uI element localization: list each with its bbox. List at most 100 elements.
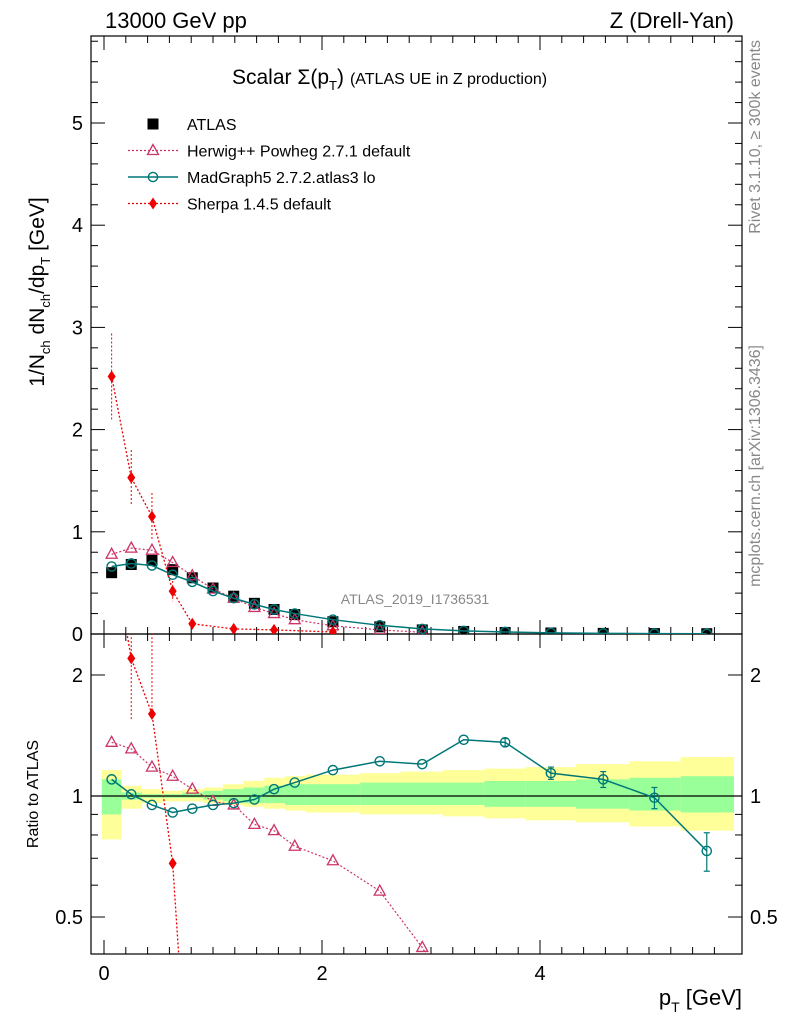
ratio-point-madgraph [167, 807, 178, 818]
x-axis-label: pT [GeV] [659, 985, 742, 1015]
upper-point-atlas [648, 628, 660, 634]
band-inner-bin [222, 789, 244, 802]
upper-point-atlas [327, 616, 339, 628]
upper-point-madgraph [228, 592, 240, 604]
upper-point-madgraph [597, 628, 609, 634]
lower-plot-frame [90, 633, 743, 955]
legend: ATLAS Herwig++ Powheg 2.7.1 default MadGra… [128, 117, 411, 214]
ratio-point-herwig [105, 734, 119, 747]
ratio-y-tick-label-right: 0.5 [750, 907, 778, 929]
ratio-y-tick-label: 1 [72, 786, 83, 808]
legend-marker-herwig [146, 143, 160, 156]
y-tick-label: 0 [72, 624, 83, 646]
upper-point-herwig [288, 612, 302, 625]
upper-point-madgraph [545, 627, 557, 634]
ratio-point-herwig [166, 768, 180, 781]
ratio-point-madgraph [545, 767, 557, 779]
y-tick-label: 2 [72, 420, 83, 442]
ratio-point-madgraph [416, 758, 428, 770]
y-tick-label: 3 [72, 317, 83, 339]
band-inner-bin [360, 782, 401, 805]
legend-label-atlas: ATLAS [187, 117, 237, 134]
ratio-y-tick-label-right: 1 [750, 786, 761, 808]
ratio-point-sherpa [168, 857, 177, 870]
axis-ticks: 0 2 4 0 1 2 3 4 5 0.5 0.5 1 1 2 2 [55, 36, 778, 985]
upper-point-sherpa [328, 625, 337, 634]
upper-line-madgraph [111, 562, 707, 634]
upper-point-atlas [248, 597, 260, 609]
ratio-point-madgraph [701, 845, 713, 857]
upper-point-madgraph [416, 623, 428, 634]
upper-point-herwig [166, 555, 180, 568]
upper-point-madgraph [458, 625, 469, 634]
upper-point-madgraph [186, 576, 198, 588]
band-inner-bin [680, 776, 735, 813]
y-tick-label: 5 [72, 113, 83, 135]
side-caption-bottom: mcplots.cern.ch [arXiv:1306.3436] [747, 345, 764, 587]
ratio-point-herwig [373, 883, 387, 896]
upper-point-madgraph [106, 561, 117, 572]
header-right: Z (Drell-Yan) [610, 8, 734, 33]
ratio-point-madgraph [458, 734, 470, 746]
band-inner-bin [525, 780, 576, 807]
y-tick-label: 1 [72, 522, 83, 544]
band-inner-bin [484, 780, 526, 807]
mc-uncertainty-band [91, 757, 742, 840]
upper-point-atlas [597, 627, 609, 634]
ratio-point-madgraph [146, 799, 158, 811]
ratio-y-tick-label: 0.5 [55, 907, 83, 929]
ratio-point-herwig [326, 853, 340, 866]
band-inner-bin [101, 779, 122, 815]
ratio-point-madgraph [106, 774, 117, 785]
upper-point-atlas [545, 627, 557, 634]
band-inner-bin [182, 792, 204, 798]
upper-point-sherpa [229, 622, 238, 634]
plot-title: Scalar Σ(pT) (ATLAS UE in Z production) [232, 66, 547, 93]
upper-point-madgraph [499, 626, 511, 634]
ratio-point-herwig [247, 817, 262, 830]
upper-point-sherpa [127, 471, 136, 484]
upper-point-madgraph [327, 614, 339, 625]
upper-point-sherpa [107, 370, 116, 383]
ratio-point-herwig [145, 759, 159, 772]
x-tick-label: 0 [98, 963, 109, 985]
band-inner-bin [442, 782, 485, 805]
upper-point-madgraph [167, 569, 178, 581]
legend-label-sherpa: Sherpa 1.4.5 default [187, 197, 332, 214]
ratio-series-group [105, 634, 713, 954]
ratio-point-madgraph [125, 788, 137, 800]
upper-point-atlas [106, 567, 118, 579]
ratio-point-madgraph [186, 803, 198, 814]
ratio-point-madgraph [289, 777, 301, 788]
legend-marker-madgraph [147, 171, 159, 183]
ratio-y-axis-label: Ratio to ATLAS [25, 740, 42, 848]
upper-point-sherpa [147, 510, 156, 523]
ratio-point-madgraph [207, 799, 219, 811]
upper-point-sherpa [188, 617, 197, 630]
upper-point-herwig [185, 568, 199, 581]
legend-label-madgraph: MadGraph5 2.7.2.atlas3 lo [187, 170, 376, 187]
ratio-point-madgraph [249, 794, 260, 805]
series-layer [105, 333, 713, 954]
upper-point-madgraph [649, 628, 660, 634]
ratio-point-herwig [124, 741, 138, 754]
ratio-point-madgraph [327, 764, 339, 776]
header-left: 13000 GeV pp [105, 8, 247, 33]
ratio-point-herwig [288, 838, 302, 851]
upper-point-atlas [499, 626, 511, 634]
upper-point-madgraph [125, 558, 137, 569]
ratio-point-herwig [267, 823, 281, 836]
upper-y-axis-label: 1/Nch dNch/dpT [GeV] [26, 197, 53, 387]
band-inner-bin [284, 784, 306, 805]
upper-point-sherpa [168, 585, 177, 598]
upper-point-atlas [228, 590, 240, 602]
upper-point-madgraph [374, 620, 386, 631]
upper-point-herwig [417, 624, 428, 634]
upper-point-herwig [124, 540, 138, 553]
upper-point-herwig [206, 581, 220, 594]
upper-series-group [105, 333, 713, 634]
ratio-point-sherpa [127, 652, 136, 665]
ratio-y-tick-label-right: 2 [750, 665, 761, 687]
upper-point-atlas [374, 621, 386, 633]
